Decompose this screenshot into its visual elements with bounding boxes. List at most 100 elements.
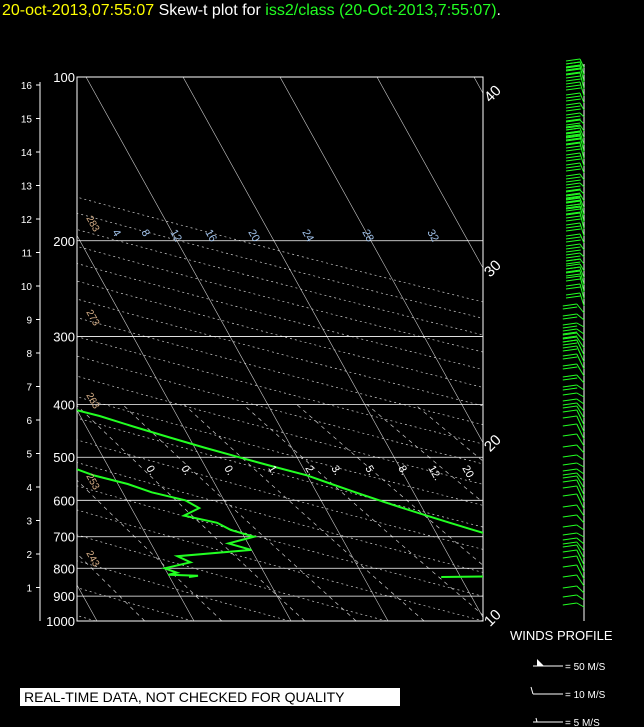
wind-barb (579, 270, 585, 286)
km-tick-label: 4 (26, 483, 32, 494)
wind-barb-flag (565, 266, 581, 270)
title-middle: Skew-t plot for (158, 2, 261, 19)
wind-barb-flag (562, 335, 578, 339)
plot-frame (76, 76, 484, 622)
wind-barb-flag (565, 81, 581, 85)
km-tick-label: 1 (26, 584, 32, 595)
mixing-ratio-label-upper: 20 (245, 228, 262, 245)
wind-barb (576, 564, 585, 580)
wind-barb-flag (562, 564, 577, 568)
wind-barb (579, 119, 585, 125)
wind-barb-flag (562, 303, 577, 307)
wind-barb-flag (565, 118, 581, 122)
wind-barb-flag (565, 67, 581, 71)
dewpoint-trace (77, 468, 258, 578)
wind-barb (576, 602, 585, 608)
wind-barb-flag (565, 270, 581, 274)
mixing-ratio-label-upper: 32 (424, 228, 441, 245)
isotherm-line (279, 77, 483, 444)
wind-barb-flag (565, 58, 581, 62)
title-source: iss2/class (20-Oct-2013,7:55:07) (265, 2, 497, 19)
wind-barb (576, 313, 585, 321)
wind-barb-flag (565, 278, 581, 282)
isotherm-line (77, 234, 292, 621)
wind-barb-flag (565, 185, 581, 189)
mixing-ratio-line (414, 404, 483, 462)
wind-barb (576, 303, 585, 314)
wind-barb-flag (562, 574, 577, 578)
wind-barb-flag (562, 331, 578, 335)
wind-barb (576, 402, 585, 412)
wind-barb (579, 200, 585, 216)
wind-barb-flag (562, 594, 577, 598)
wind-barb (579, 243, 585, 251)
wind-barb (579, 81, 585, 97)
wind-barb-flag (565, 162, 581, 166)
wind-barb-flag (565, 218, 581, 222)
wind-barb-flag (562, 485, 577, 489)
wind-barb-flag (565, 197, 581, 201)
mixing-ratio-label-upper: 28 (359, 228, 376, 245)
wind-barb-flag (565, 188, 581, 192)
isotherm-line (77, 584, 98, 621)
wind-barb-flag (565, 138, 581, 142)
wind-barb-flag (565, 142, 581, 146)
wind-barb-flag (565, 255, 581, 259)
wind-barb-flag (562, 353, 577, 357)
wind-barb (576, 444, 585, 454)
wind-barb-flag (565, 211, 581, 215)
pressure-tick-label: 100 (53, 70, 75, 85)
wind-barb-flag (562, 405, 577, 409)
isotherm-line (473, 77, 483, 94)
wind-barb (579, 292, 585, 307)
wind-barb-flag (565, 78, 581, 82)
wind-barb-flag (562, 475, 577, 479)
wind-barb-flag (562, 377, 578, 381)
wind-barb-flag (562, 541, 577, 545)
km-tick-label: 14 (21, 148, 33, 159)
wind-barb-flag (565, 283, 581, 287)
winds-profile-panel: WINDS PROFILE = 50 M/S = 10 M/S = 5 M/S (510, 58, 613, 727)
mixing-ratio-label-lower: 0. (143, 464, 158, 478)
axis-labels: 1002003004005006007008009001000123456789… (21, 70, 505, 630)
wind-barb-flag (562, 322, 577, 326)
dry-adiabat (77, 298, 483, 407)
theta-label: 253 (83, 472, 101, 492)
wind-barb (579, 173, 585, 181)
wind-barb-flag (565, 295, 581, 299)
wind-barb (579, 131, 585, 146)
wind-barb (576, 336, 585, 349)
wind-barb-flag (565, 212, 581, 216)
wind-barb (576, 462, 585, 468)
wind-barb (576, 332, 585, 342)
wind-barb (579, 142, 585, 160)
wind-barb (576, 544, 585, 559)
pressure-tick-label: 1000 (46, 614, 75, 629)
mixing-ratio-label-upper: 16 (202, 228, 219, 245)
wind-barb-flag (565, 68, 581, 72)
wind-barb-flag (562, 544, 577, 548)
temperature-tick-right: 10 (481, 606, 505, 630)
mixing-ratio-lines (77, 404, 483, 621)
pressure-tick-label: 400 (53, 398, 75, 413)
wind-barb-flag (565, 133, 581, 137)
wind-barb-flag (565, 263, 581, 267)
wind-barb-flag (565, 200, 581, 204)
wind-barb (576, 555, 585, 573)
wind-barb-flag (562, 325, 578, 329)
wind-barb (579, 205, 585, 223)
wind-barb-flag (565, 286, 581, 290)
wind-barb (579, 124, 585, 132)
wind-barb (579, 127, 585, 139)
mixing-ratio-line (183, 404, 425, 621)
wind-barb-flag (565, 135, 581, 139)
wind-barb (579, 58, 585, 69)
wind-barb-flag (562, 356, 578, 360)
winds-title: WINDS PROFILE (510, 628, 613, 643)
isotherm-line (77, 409, 195, 621)
isobars (77, 240, 483, 597)
wind-barb (579, 193, 585, 202)
wind-barb (579, 92, 585, 104)
wind-barb-flag (565, 112, 581, 116)
